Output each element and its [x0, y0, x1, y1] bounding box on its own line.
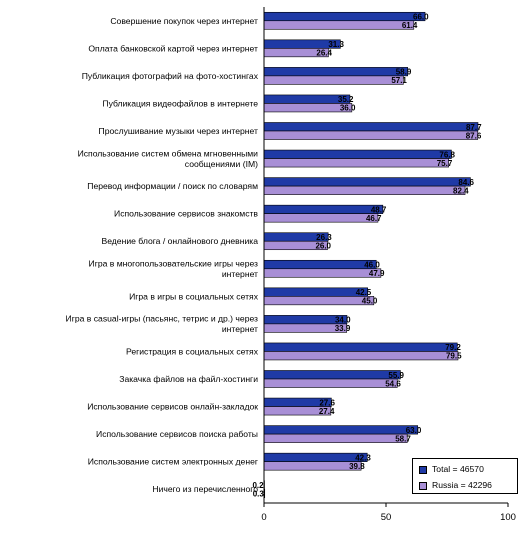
value-label-total: 63.0 — [406, 426, 422, 435]
value-label-russia: 79.5 — [446, 352, 462, 361]
value-label-total: 35.2 — [338, 95, 354, 104]
bar-russia — [263, 75, 404, 85]
value-label-total: 79.2 — [445, 343, 461, 352]
value-label-russia: 36.0 — [340, 104, 356, 113]
value-label-russia: 27.4 — [319, 407, 335, 416]
legend-label-russia: Russia = 42296 — [432, 480, 492, 490]
category-label: Использование систем обмена мгновенными с… — [78, 148, 259, 169]
category-label: Игра в casual-игры (пасьянс, тетрис и др… — [66, 314, 259, 335]
bar-russia — [263, 351, 459, 361]
bar-russia — [263, 158, 450, 168]
bar-russia — [263, 378, 398, 388]
category-label: Использование сервисов знакомств — [114, 209, 258, 219]
bar-russia — [263, 461, 362, 471]
x-axis: 0 50 100 — [261, 7, 516, 523]
value-labels: 66.061.4 31.326.4 58.957.1 35.236.0 87.787.6… — [252, 13, 482, 499]
bar-total — [263, 204, 384, 214]
x-tick-label: 50 — [381, 512, 392, 523]
legend: Total = 46570 Russia = 42296 — [412, 458, 518, 494]
value-label-russia: 58.7 — [395, 434, 411, 443]
value-label-russia: 57.1 — [391, 76, 407, 85]
bar-total — [263, 425, 419, 435]
value-label-total: 27.6 — [319, 398, 335, 407]
bar-russia — [263, 268, 382, 278]
category-label: Совершение покупок через интернет — [110, 16, 258, 26]
value-label-total: 76.8 — [439, 150, 455, 159]
category-label: Закачка файлов на файл-хостинги — [119, 374, 258, 384]
category-labels: Совершение покупок через интернет Оплата … — [66, 16, 259, 494]
legend-item-russia: Russia = 42296 — [419, 479, 492, 491]
x-tick-label: 100 — [500, 512, 516, 523]
value-label-russia: 0.3 — [253, 490, 265, 499]
bar-russia — [263, 130, 479, 140]
value-label-russia: 39.8 — [349, 462, 365, 471]
legend-swatch-russia — [419, 481, 427, 490]
value-label-total: 55.9 — [388, 371, 404, 380]
category-label: Использование сервисов онлайн-закладок — [87, 402, 258, 412]
value-label-total: 48.7 — [371, 205, 387, 214]
category-label: Использование систем электронных денег — [88, 457, 258, 467]
value-label-russia: 33.9 — [335, 324, 351, 333]
value-label-total: 87.7 — [466, 123, 482, 132]
category-label: Регистрация в социальных сетях — [126, 346, 259, 356]
bar-total — [263, 342, 458, 352]
value-label-russia: 46.7 — [366, 214, 382, 223]
legend-item-total: Total = 46570 — [419, 463, 484, 475]
value-label-total: 58.9 — [396, 68, 412, 77]
bar-total — [263, 370, 401, 380]
bar-total — [263, 287, 368, 297]
category-label: Прослушивание музыки через интернет — [99, 126, 259, 136]
value-label-total: 42.5 — [356, 288, 372, 297]
value-label-russia: 75.7 — [437, 159, 453, 168]
category-label: Ничего из перечисленного — [152, 484, 258, 494]
bars-layer — [263, 11, 479, 499]
bar-total — [263, 149, 452, 159]
category-label: Использование сервисов поиска работы — [96, 429, 258, 439]
category-label: Оплата банковской картой через интернет — [88, 43, 258, 53]
category-label: Перевод информации / поиск по словарям — [87, 181, 258, 191]
category-label: Игра в игры в социальных сетях — [129, 291, 259, 301]
value-label-russia: 26.4 — [316, 49, 332, 58]
legend-swatch-total — [419, 465, 427, 474]
bar-total — [263, 177, 471, 187]
value-label-russia: 47.9 — [369, 269, 385, 278]
value-label-total: 0.2 — [252, 481, 264, 490]
bar-total — [263, 259, 377, 270]
bar-total — [263, 67, 409, 77]
bar-russia — [263, 103, 353, 113]
value-label-total: 31.3 — [328, 40, 344, 49]
value-label-total: 34.0 — [335, 316, 351, 325]
value-label-total: 26.3 — [316, 233, 332, 242]
value-label-total: 84.6 — [458, 178, 474, 187]
legend-label-total: Total = 46570 — [432, 464, 484, 474]
value-label-total: 46.0 — [364, 261, 380, 270]
value-label-russia: 87.6 — [466, 131, 482, 140]
bar-total — [263, 11, 426, 22]
bar-russia — [263, 213, 379, 223]
value-label-russia: 61.4 — [402, 21, 418, 30]
value-label-russia: 54.6 — [385, 379, 401, 388]
bar-total — [263, 452, 368, 462]
value-label-russia: 26.0 — [315, 242, 331, 251]
bar-russia — [263, 433, 408, 443]
category-label: Игра в многопользовательские игры через и… — [89, 259, 259, 280]
value-label-total: 42.3 — [355, 453, 371, 462]
value-label-total: 66.0 — [413, 13, 429, 22]
bar-russia — [263, 296, 375, 306]
category-label: Публикация фотографий на фото-хостингах — [82, 71, 259, 81]
category-label: Ведение блога / онлайнового дневника — [101, 236, 258, 246]
value-label-russia: 82.4 — [453, 186, 469, 195]
category-label: Публикация видеофайлов в интернете — [102, 98, 258, 108]
value-label-russia: 45.0 — [362, 297, 378, 306]
bar-total — [263, 122, 479, 132]
bar-russia — [263, 20, 415, 30]
bar-russia — [263, 185, 466, 195]
x-tick-label: 0 — [261, 512, 266, 523]
